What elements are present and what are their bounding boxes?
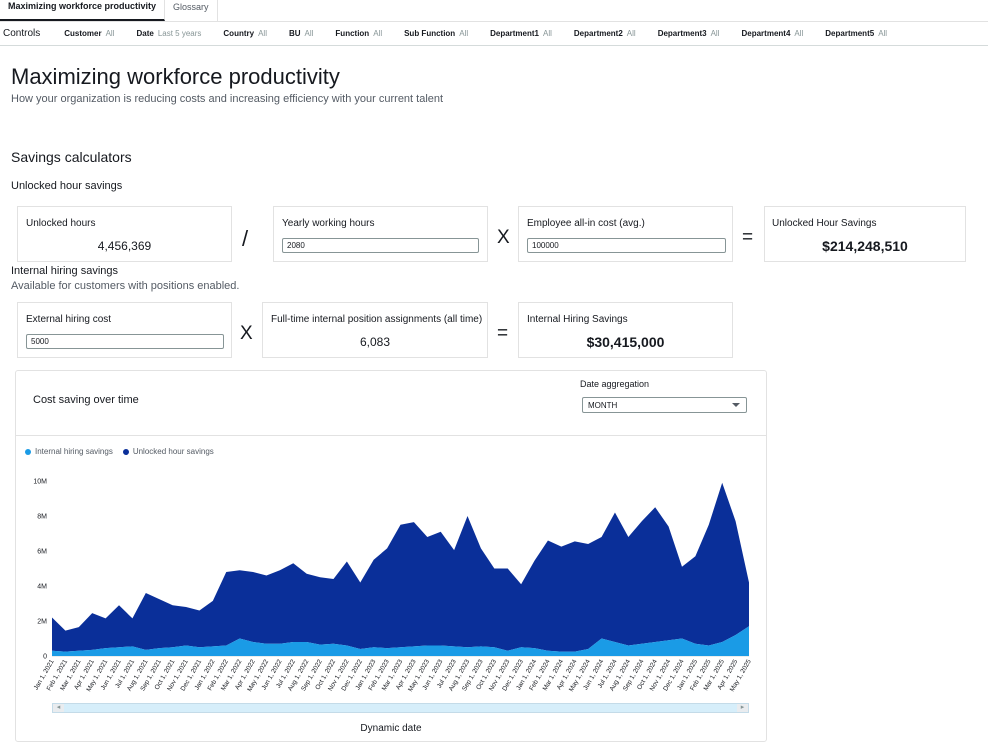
y-tick-label: 4M xyxy=(37,584,47,591)
unlocked-hours-label: Unlocked hours xyxy=(26,218,96,229)
unlocked-hour-savings-heading: Unlocked hour savings xyxy=(11,180,123,192)
chevron-down-icon xyxy=(732,403,740,407)
employee-cost-label: Employee all-in cost (avg.) xyxy=(527,218,645,229)
legend-item-unlocked[interactable]: Unlocked hour savings xyxy=(122,447,214,456)
page-subtitle: How your organization is reducing costs … xyxy=(11,93,444,105)
chart-title: Cost saving over time xyxy=(33,394,139,406)
filter-department3[interactable]: Department3 All xyxy=(657,29,720,38)
internal-assignments-value: 6,083 xyxy=(359,335,391,349)
unlocked-hour-savings-result-card: Unlocked Hour Savings $214,248,510 xyxy=(764,206,966,262)
internal-assignments-label: Full-time internal position assignments … xyxy=(271,314,483,325)
cost-saving-chart-panel: Cost saving over time Date aggregation M… xyxy=(15,370,767,742)
series-area-internal-hiring-savings[interactable] xyxy=(52,626,749,656)
equals-operator-2: = xyxy=(497,323,509,344)
unlocked-hours-card: Unlocked hours 4,456,369 xyxy=(17,206,232,262)
tab-maximizing-workforce-productivity[interactable]: Maximizing workforce productivity xyxy=(0,0,166,21)
internal-hiring-savings-heading: Internal hiring savings xyxy=(11,265,119,277)
legend-dot-internal xyxy=(25,448,31,455)
employee-cost-card: Employee all-in cost (avg.) xyxy=(518,206,733,262)
tab-bar: Maximizing workforce productivity Glossa… xyxy=(0,0,988,22)
legend-dot-unlocked xyxy=(122,448,129,455)
external-hiring-cost-label: External hiring cost xyxy=(26,314,112,325)
date-aggregation-select[interactable]: MONTH xyxy=(582,397,747,413)
internal-assignments-card: Full-time internal position assignments … xyxy=(262,302,488,358)
employee-cost-input[interactable] xyxy=(527,238,726,253)
internal-hiring-savings-result-card: Internal Hiring Savings $30,415,000 xyxy=(518,302,733,358)
filter-department5[interactable]: Department5 All xyxy=(825,29,888,38)
chart-divider xyxy=(16,435,766,436)
external-hiring-cost-card: External hiring cost xyxy=(17,302,232,358)
y-tick-label: 8M xyxy=(37,514,47,521)
filter-date[interactable]: Date Last 5 years xyxy=(136,29,202,38)
internal-hiring-note: Available for customers with positions e… xyxy=(11,280,240,292)
external-hiring-cost-input[interactable] xyxy=(26,334,224,349)
yearly-working-hours-label: Yearly working hours xyxy=(282,218,375,229)
filter-country[interactable]: Country All xyxy=(223,29,267,38)
chart-range-scrollbar[interactable]: ◂ ▸ xyxy=(52,703,749,713)
divide-operator: / xyxy=(242,226,249,251)
unlocked-hour-savings-result-value: $214,248,510 xyxy=(822,238,908,254)
series-area-unlocked-hour-savings[interactable] xyxy=(52,482,749,652)
legend-item-internal[interactable]: Internal hiring savings xyxy=(25,447,113,456)
date-aggregation-label: Date aggregation xyxy=(580,379,650,389)
date-aggregation-value: MONTH xyxy=(588,400,618,410)
chart-legend: Internal hiring savings Unlocked hour sa… xyxy=(25,447,224,456)
scrollbar-right-handle[interactable]: ▸ xyxy=(737,704,748,712)
filter-sub-function[interactable]: Sub Function All xyxy=(404,29,469,38)
unlocked-hours-value: 4,456,369 xyxy=(97,239,152,253)
y-tick-label: 10M xyxy=(33,479,47,486)
filter-function[interactable]: Function All xyxy=(335,29,383,38)
y-tick-label: 6M xyxy=(37,549,47,556)
filter-department2[interactable]: Department2 All xyxy=(573,29,636,38)
multiply-operator-2: X xyxy=(240,323,253,344)
y-tick-label: 2M xyxy=(37,619,47,626)
scrollbar-left-handle[interactable]: ◂ xyxy=(53,704,64,712)
internal-hiring-savings-result-label: Internal Hiring Savings xyxy=(527,314,628,325)
multiply-operator-1: X xyxy=(497,227,510,248)
x-axis-label: Dynamic date xyxy=(360,723,422,734)
savings-section-title: Savings calculators xyxy=(11,149,132,165)
controls-label[interactable]: Controls xyxy=(3,28,41,39)
page-title: Maximizing workforce productivity xyxy=(11,64,340,89)
y-tick-label: 0 xyxy=(43,654,47,661)
filter-department1[interactable]: Department1 All xyxy=(490,29,552,38)
yearly-working-hours-card: Yearly working hours xyxy=(273,206,488,262)
unlocked-hour-savings-result-label: Unlocked Hour Savings xyxy=(772,218,877,229)
controls-bar: Controls Customer All Date Last 5 years Co… xyxy=(0,22,988,46)
tab-glossary[interactable]: Glossary xyxy=(165,0,218,21)
filter-bu[interactable]: BU All xyxy=(288,29,314,38)
internal-hiring-savings-result-value: $30,415,000 xyxy=(586,334,665,350)
yearly-working-hours-input[interactable] xyxy=(282,238,479,253)
equals-operator-1: = xyxy=(742,227,754,248)
filter-department4[interactable]: Department4 All xyxy=(741,29,804,38)
filter-customer[interactable]: Customer All xyxy=(64,29,115,38)
